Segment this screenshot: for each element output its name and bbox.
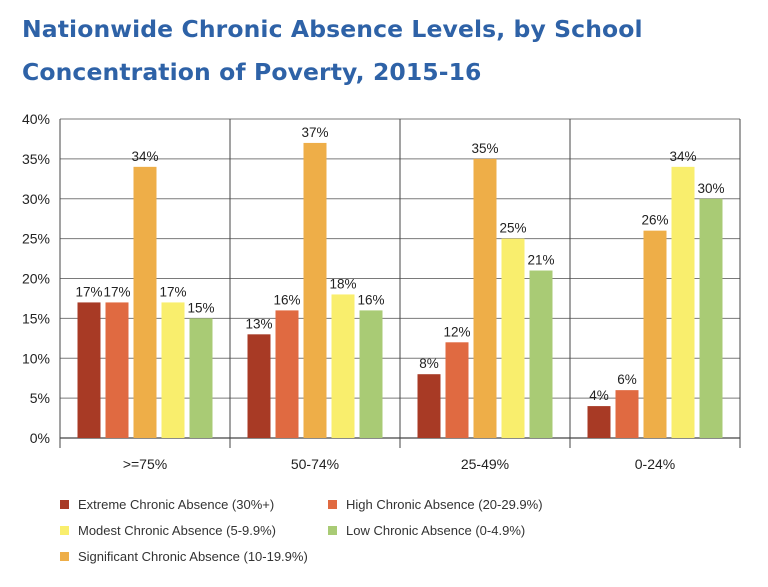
legend-label-modest: Modest Chronic Absence (5-9.9%) [78,523,276,538]
y-tick-label: 25% [22,231,50,247]
y-tick-label: 15% [22,310,50,326]
legend-item-high: High Chronic Absence (20-29.9%) [328,497,543,512]
legend-swatch-high [328,500,337,509]
legend-swatch-significant [60,552,69,561]
bar-significant [303,142,327,439]
bar-high [105,302,129,438]
bar-high [615,390,639,438]
bar-extreme [587,406,611,438]
bar-extreme [77,302,101,438]
bar-significant [643,230,667,438]
data-label: 13% [245,316,272,331]
bar-high [275,310,299,438]
data-label: 17% [103,284,130,299]
bar-low [529,270,553,438]
legend-swatch-extreme [60,500,69,509]
bar-low [359,310,383,438]
x-tick-label: 0-24% [635,456,675,472]
data-label: 26% [641,213,668,228]
data-label: 16% [357,292,384,307]
bar-significant [473,158,497,438]
data-label: 34% [669,149,696,164]
bar-modest [501,238,525,438]
legend-label-high: High Chronic Absence (20-29.9%) [346,497,543,512]
legend-item-modest: Modest Chronic Absence (5-9.9%) [60,523,276,538]
data-label: 34% [131,149,158,164]
data-label: 17% [159,284,186,299]
data-label: 6% [617,372,637,387]
x-tick-label: 50-74% [291,456,339,472]
legend-item-low: Low Chronic Absence (0-4.9%) [328,523,525,538]
bar-chart: 0%5%10%15%20%25%30%35%40%17% 17%34%17%15%… [22,111,741,472]
y-tick-label: 5% [30,390,50,406]
bar-significant [133,166,157,438]
data-label: 12% [443,324,470,339]
y-tick-label: 30% [22,191,50,207]
data-label: 16% [273,292,300,307]
y-tick-label: 0% [30,430,50,446]
data-label: 21% [527,253,554,268]
data-label: 18% [329,276,356,291]
data-label: 30% [697,181,724,196]
data-label: 8% [419,356,439,371]
y-tick-label: 35% [22,151,50,167]
bar-extreme [247,334,271,438]
legend-swatch-low [328,526,337,535]
legend-label-low: Low Chronic Absence (0-4.9%) [346,523,526,538]
y-tick-label: 40% [22,111,50,127]
data-label: 37% [301,125,328,140]
data-label: 17% [75,284,102,299]
bar-modest [161,302,185,438]
chart-title: Nationwide Chronic Absence Levels, by Sc… [22,15,643,86]
y-tick-label: 10% [22,350,50,366]
x-tick-label: 25-49% [461,456,509,472]
legend-item-extreme: Extreme Chronic Absence (30%+) [60,497,274,512]
legend-label-significant: Significant Chronic Absence (10-19.9%) [78,549,308,564]
data-label: 35% [471,141,498,156]
legend: Extreme Chronic Absence (30%+) High Chro… [60,497,580,577]
x-tick-label: >=75% [123,456,167,472]
bar-modest [331,294,355,438]
bar-high [445,342,469,438]
bar-extreme [417,374,441,438]
legend-item-significant: Significant Chronic Absence (10-19.9%) [60,549,308,564]
bar-low [189,318,213,438]
data-label: 4% [589,388,609,403]
bar-modest [671,166,695,438]
bar-low [699,198,723,438]
data-label: 15% [187,300,214,315]
y-tick-label: 20% [22,271,50,287]
legend-label-extreme: Extreme Chronic Absence (30%+) [78,497,275,512]
legend-swatch-modest [60,526,69,535]
data-label: 25% [499,221,526,236]
